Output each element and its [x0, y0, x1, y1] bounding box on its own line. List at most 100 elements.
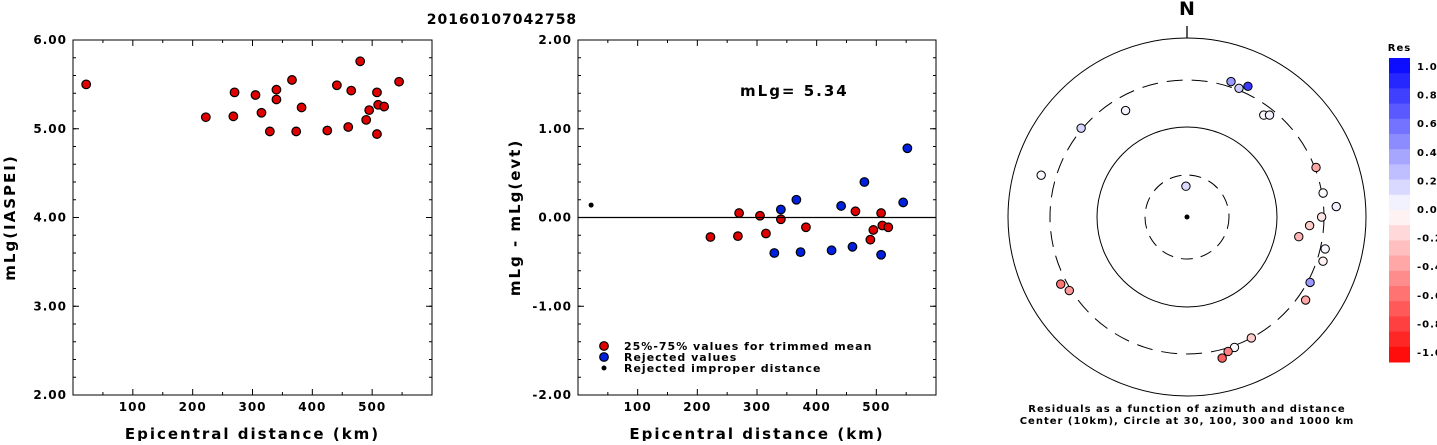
data-point [372, 129, 382, 139]
y-tick-label: 2.00 [33, 388, 67, 402]
data-point [228, 111, 239, 122]
data-point [322, 125, 333, 136]
colorbar-swatch [1389, 134, 1410, 150]
y-tick-label: 5.00 [33, 122, 67, 136]
y-tick-label: 3.00 [33, 299, 67, 313]
y-tick-label: 1.00 [538, 122, 572, 136]
rejected-value-point [826, 245, 837, 256]
x-tick-label: 300 [743, 400, 771, 414]
colorbar-swatch [1389, 331, 1410, 348]
station-point [1300, 295, 1311, 305]
colorbar-swatch [1389, 103, 1410, 120]
azimuth-residual-map: N Residuals as a function of azimuth and … [1007, 0, 1367, 427]
station-point [1331, 201, 1341, 212]
y-tick-label: -2.00 [532, 388, 572, 402]
station-point [1318, 188, 1328, 198]
trimmed-mean-point [876, 208, 887, 218]
station-point [1311, 162, 1321, 173]
north-label: N [1179, 0, 1195, 20]
station-point [1181, 181, 1191, 191]
legend-marker [601, 365, 607, 371]
magnitude-vs-distance-plot: 100 200 300 400 500 2.00 3.00 4.00 5.00 6.00 Epice… [1, 33, 433, 443]
y-tick-label: 6.00 [33, 33, 67, 47]
data-point [287, 75, 297, 85]
colorbar-tick-label: 0.6 [1417, 119, 1437, 130]
epicenter-dot [1184, 214, 1190, 220]
station-point [1304, 220, 1315, 231]
colorbar-swatch [1389, 240, 1410, 257]
colorbar-swatch [1389, 58, 1410, 74]
station-point [1120, 105, 1131, 116]
x-tick-label: 100 [119, 400, 147, 414]
mlg-annotation: mLg= 5.34 [740, 82, 849, 100]
y-tick-label: -1.00 [532, 299, 572, 313]
colorbar-swatch [1389, 255, 1410, 272]
data-point [291, 126, 302, 137]
data-point [379, 101, 390, 112]
x-tick-label: 200 [179, 400, 207, 414]
rejected-value-point [791, 194, 802, 205]
station-point [1243, 81, 1253, 92]
station-point [1217, 353, 1227, 363]
y-tick-label: 2.00 [538, 33, 572, 47]
rejected-value-point [836, 201, 847, 211]
colorbar-title: Res [1388, 43, 1411, 54]
rejected-value-point [898, 197, 909, 208]
station-point [1234, 83, 1244, 94]
x-tick-label: 500 [358, 400, 386, 414]
trimmed-mean-point [705, 232, 716, 242]
data-point [250, 90, 261, 100]
legend-marker [599, 352, 609, 362]
trimmed-mean-point [865, 234, 876, 245]
residual-vs-distance-plot: 100 200 300 400 500 -2.00 -1.00 0.00 1.00 2.00 Epi… [506, 33, 937, 443]
ring-100km [1096, 126, 1278, 308]
caption-line-2: Center (10km), Circle at 30, 100, 300 an… [1020, 416, 1355, 427]
station-point [1056, 279, 1066, 289]
station-point [1076, 123, 1086, 133]
station-point [1226, 76, 1236, 87]
colorbar-tick-label: -0.6 [1417, 291, 1437, 302]
colorbar-swatch [1389, 316, 1410, 333]
data-point [394, 76, 404, 87]
colorbar-tick-label: 0.0 [1417, 205, 1437, 216]
x-tick-label: 200 [683, 400, 711, 414]
trimmed-mean-point [775, 214, 786, 225]
figure-title: 20160107042758 [427, 12, 577, 28]
colorbar-swatch [1389, 346, 1410, 363]
colorbar-swatch [1389, 88, 1410, 105]
caption-line-1: Residuals as a function of azimuth and d… [1028, 404, 1345, 415]
legend-label: 25%-75% values for trimmed mean [624, 340, 872, 353]
trimmed-mean-point [883, 222, 894, 233]
trimmed-mean-point [850, 206, 861, 217]
data-point [229, 87, 240, 98]
colorbar-swatch [1389, 149, 1410, 165]
data-point [264, 126, 275, 137]
data-point [271, 94, 282, 105]
colorbar-swatch [1389, 270, 1410, 287]
trimmed-mean-point [755, 210, 765, 221]
data-point [256, 107, 267, 118]
residual-colorbar: Res 1.0 0.8 0.6 0.4 0.2 0.0 -0.2 -0.4 -0.6 -0.8 -1.… [1388, 43, 1437, 363]
colorbar-swatch [1389, 194, 1410, 211]
station-point [1246, 333, 1257, 343]
x-axis-label: Epicentral distance (km) [629, 425, 884, 441]
legend-marker [599, 341, 609, 351]
legend-label: Rejected improper distance [624, 362, 821, 375]
colorbar-tick-label: 0.8 [1417, 91, 1437, 102]
x-tick-label: 300 [238, 400, 266, 414]
colorbar-swatch [1389, 210, 1410, 226]
rejected-value-point [795, 247, 806, 258]
station-point [1223, 346, 1233, 357]
data-point [364, 105, 375, 116]
legend-label: Rejected values [624, 351, 737, 364]
colorbar-swatch [1389, 118, 1410, 135]
rejected-distance-point [588, 202, 594, 208]
rejected-value-point [847, 241, 858, 252]
station-point [1316, 212, 1327, 222]
rejected-value-point [902, 143, 913, 154]
colorbar-tick-label: 1.0 [1417, 62, 1437, 73]
station-point [1305, 277, 1315, 288]
station-point [1264, 110, 1275, 120]
data-point [200, 112, 211, 123]
y-axis-label: mLg - mLg(evt) [506, 139, 524, 296]
